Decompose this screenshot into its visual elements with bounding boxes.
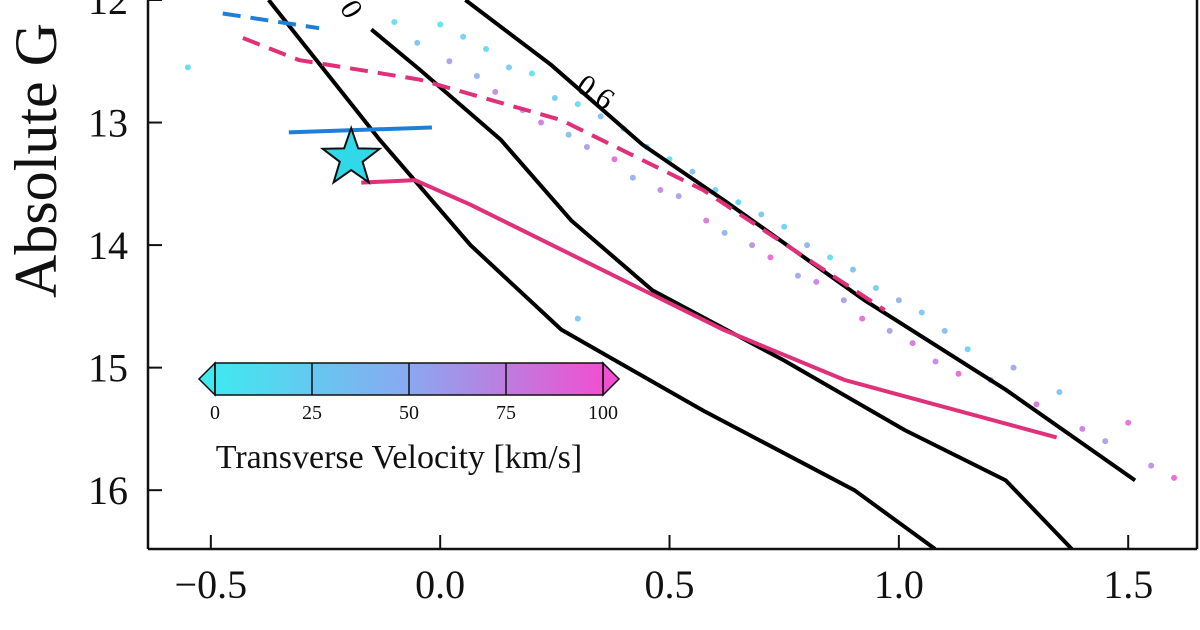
point — [872, 284, 879, 291]
point — [446, 58, 453, 65]
x-tick-label: 1.0 — [874, 562, 924, 607]
point — [840, 297, 847, 304]
point — [932, 358, 939, 365]
y-tick-label: 15 — [88, 346, 128, 391]
colorbar-extend — [197, 361, 216, 397]
point — [767, 254, 774, 261]
contour-label: 0.6 — [571, 68, 621, 117]
point — [703, 217, 710, 224]
plot-area — [146, 0, 1199, 551]
point — [538, 119, 545, 126]
point — [1079, 425, 1086, 432]
point — [657, 186, 664, 193]
point — [574, 101, 581, 108]
star-marker — [319, 125, 383, 185]
point — [437, 21, 444, 28]
point — [483, 46, 490, 53]
point — [794, 272, 801, 279]
colorbar-tick-label: 50 — [399, 402, 419, 424]
point — [941, 327, 948, 334]
point — [749, 242, 756, 249]
point — [565, 131, 572, 138]
point — [1033, 401, 1040, 408]
y-tick-label: 16 — [88, 468, 128, 513]
track-line — [288, 125, 432, 135]
point — [414, 39, 421, 46]
colorbar-tick-label: 25 — [302, 402, 322, 424]
point — [909, 340, 916, 347]
point — [918, 309, 925, 316]
point — [895, 297, 902, 304]
y-axis-label: Absolute G — [3, 23, 69, 298]
point — [583, 144, 590, 151]
x-tick-label: −0.5 — [175, 562, 248, 607]
point — [1102, 438, 1109, 445]
point — [1171, 474, 1178, 481]
point — [859, 315, 866, 322]
x-tick-label: 0.5 — [645, 562, 695, 607]
point — [551, 95, 558, 102]
point — [528, 70, 535, 77]
track-line — [242, 36, 886, 312]
y-tick-label: 14 — [88, 223, 128, 268]
contour-label: 0 — [333, 0, 369, 24]
point — [184, 64, 191, 71]
point — [473, 72, 480, 79]
point — [827, 254, 834, 261]
point — [460, 33, 467, 40]
point — [781, 223, 788, 230]
colorbar-tick-label: 100 — [588, 402, 618, 424]
point — [492, 88, 499, 95]
colorbar-extend — [602, 361, 621, 397]
point — [735, 199, 742, 206]
point — [689, 168, 696, 175]
point — [813, 278, 820, 285]
point — [721, 229, 728, 236]
point — [574, 315, 581, 322]
point — [1056, 389, 1063, 396]
x-tick-label: 0.0 — [415, 562, 465, 607]
point — [1148, 462, 1155, 469]
point — [391, 19, 398, 26]
y-tick-label: 13 — [88, 101, 128, 146]
colorbar-tick-label: 0 — [210, 402, 220, 424]
point — [1125, 419, 1132, 426]
point — [1010, 364, 1017, 371]
point — [804, 242, 811, 249]
point — [597, 113, 604, 120]
point — [675, 193, 682, 200]
colorbar-label: Transverse Velocity [km/s] — [216, 439, 582, 476]
point — [886, 327, 893, 334]
track-line — [267, 0, 937, 549]
track-line — [222, 11, 320, 31]
point — [964, 346, 971, 353]
point — [611, 156, 618, 163]
track-line — [464, 0, 1137, 483]
track-line — [370, 27, 1074, 549]
colorbar-tick-label: 75 — [496, 402, 516, 424]
track-line — [361, 178, 1058, 440]
y-tick-label: 12 — [88, 0, 128, 23]
point — [955, 370, 962, 377]
point — [849, 266, 856, 273]
x-tick-label: 1.5 — [1103, 562, 1153, 607]
point — [758, 211, 765, 218]
point — [505, 64, 512, 71]
scatter — [184, 19, 1178, 481]
point — [629, 174, 636, 181]
